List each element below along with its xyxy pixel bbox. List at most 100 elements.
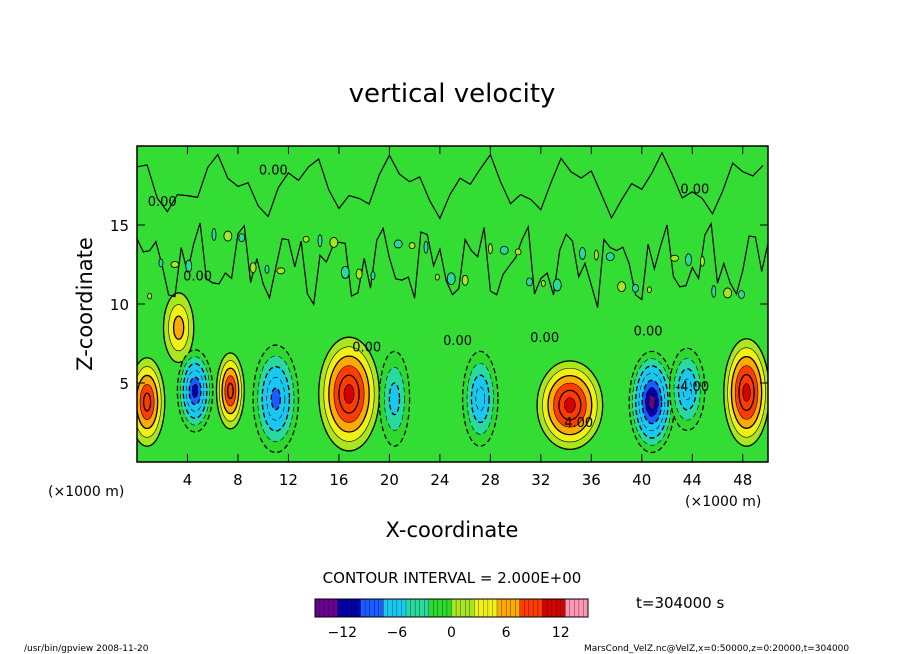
colorbar-tick-label: −6	[387, 625, 408, 641]
x-tick-label: 32	[531, 471, 550, 489]
colorbar-segment	[451, 598, 457, 618]
small-eddy	[514, 248, 522, 256]
small-eddy	[264, 264, 270, 274]
colorbar-segment	[419, 598, 425, 618]
small-eddy	[670, 254, 680, 262]
time-label: t=304000 s	[636, 594, 724, 612]
velocity-cell	[668, 347, 706, 432]
small-eddy	[540, 280, 546, 287]
velocity-cell	[536, 360, 604, 451]
contour-ring	[191, 383, 199, 399]
colorbar-segment	[433, 598, 439, 618]
small-eddy	[329, 236, 339, 248]
colorbar-segment	[533, 598, 539, 618]
velocity-cell	[723, 338, 768, 447]
colorbar-segment	[569, 598, 575, 618]
x-tick-label: 12	[279, 471, 298, 489]
contour-ring	[270, 387, 282, 411]
colorbar-tick-label: 0	[447, 625, 456, 641]
colorbar-segment	[405, 598, 411, 618]
colorbar-segment	[351, 598, 357, 618]
y-tick-label: 10	[110, 296, 129, 314]
colorbar-segment	[515, 598, 521, 618]
colorbar-segment	[501, 598, 507, 618]
contour-ring	[742, 383, 751, 402]
x-tick-label: 48	[733, 471, 752, 489]
small-eddy	[526, 277, 533, 287]
colorbar-frame	[314, 598, 589, 618]
colorbar-segment	[342, 598, 348, 618]
small-eddy	[699, 255, 705, 267]
colorbar-segment	[496, 598, 502, 618]
colorbar-segment	[383, 598, 389, 618]
small-eddy	[552, 278, 562, 292]
colorbar-segment	[469, 598, 475, 618]
x-tick-label: 8	[233, 471, 243, 489]
colorbar-segment	[346, 598, 352, 618]
colorbar-segment	[428, 598, 434, 618]
small-eddy	[738, 290, 745, 299]
small-eddy	[158, 258, 164, 268]
small-eddy	[579, 247, 586, 260]
small-eddy	[340, 265, 350, 279]
x-tick-label: 28	[481, 471, 500, 489]
colorbar-segment	[519, 598, 525, 618]
colorbar-segment	[505, 598, 512, 618]
x-tick-label: 20	[380, 471, 399, 489]
x-tick-label: 40	[632, 471, 651, 489]
small-eddy	[593, 249, 599, 261]
contour-ring	[388, 382, 401, 416]
small-eddy	[723, 287, 733, 299]
small-eddy	[370, 271, 376, 280]
colorbar-segment	[323, 598, 330, 618]
colorbar-segment	[414, 598, 421, 618]
small-eddy	[685, 253, 692, 267]
velocity-cell	[162, 292, 195, 364]
colorbar-segment	[396, 598, 402, 618]
colorbar-segment	[560, 598, 566, 618]
x-tick-label: 16	[329, 471, 348, 489]
colorbar-segment	[373, 598, 380, 618]
colorbar-segment	[483, 598, 489, 618]
colorbar-segment	[424, 598, 430, 618]
footer-left: /usr/bin/gpview 2008-11-20	[24, 644, 149, 654]
x-axis-label: X-coordinate	[386, 518, 519, 542]
colorbar-segment	[319, 598, 325, 618]
small-eddy	[408, 242, 416, 249]
small-eddy	[276, 267, 286, 275]
contour-label: 0.00	[148, 195, 177, 210]
small-eddy	[302, 235, 310, 243]
chart-title: vertical velocity	[349, 79, 556, 109]
colorbar-segment	[524, 598, 530, 618]
colorbar-segment	[446, 598, 452, 618]
contour-label: 0.00	[530, 331, 559, 346]
upper-turbulence	[137, 151, 768, 308]
colorbar-segment	[478, 598, 484, 618]
colorbar-segment	[556, 598, 562, 618]
colorbar-tick-label: 6	[502, 625, 511, 641]
colorbar-segment	[460, 598, 466, 618]
contour-label: 0.00	[680, 182, 709, 197]
velocity-cell	[176, 349, 214, 433]
small-eddy	[434, 273, 440, 281]
colorbar-ticks: −12 −6 0 6 12	[328, 625, 570, 641]
colorbar-segment	[487, 598, 493, 618]
x-tick-label: 24	[430, 471, 449, 489]
small-eddy	[355, 268, 363, 280]
velocity-cell	[252, 344, 300, 454]
colorbar-segment	[542, 598, 548, 618]
small-eddy	[223, 230, 233, 242]
y-tick-label: 15	[110, 217, 129, 235]
y-tick-label: 5	[119, 375, 129, 393]
contour-ring	[475, 386, 485, 411]
colorbar-tick-label: 12	[552, 625, 570, 641]
colorbar-segment	[410, 598, 416, 618]
x-axis-ticks: 4 8 12 16 20 24 28 32 36 40 44 48	[183, 146, 752, 489]
colorbar-segment	[474, 598, 480, 618]
footer-right: MarsCond_VelZ.nc@VelZ,x=0:50000,z=0:2000…	[584, 644, 849, 654]
colorbar-segment	[528, 598, 534, 618]
velocity-cell	[215, 352, 245, 430]
contour-label: 4.00	[564, 416, 593, 431]
contour-labels: 0.00 0.00 0.00 0.00 0.00 0.00 0.00 0.00 4.00 -4.0…	[148, 163, 710, 431]
